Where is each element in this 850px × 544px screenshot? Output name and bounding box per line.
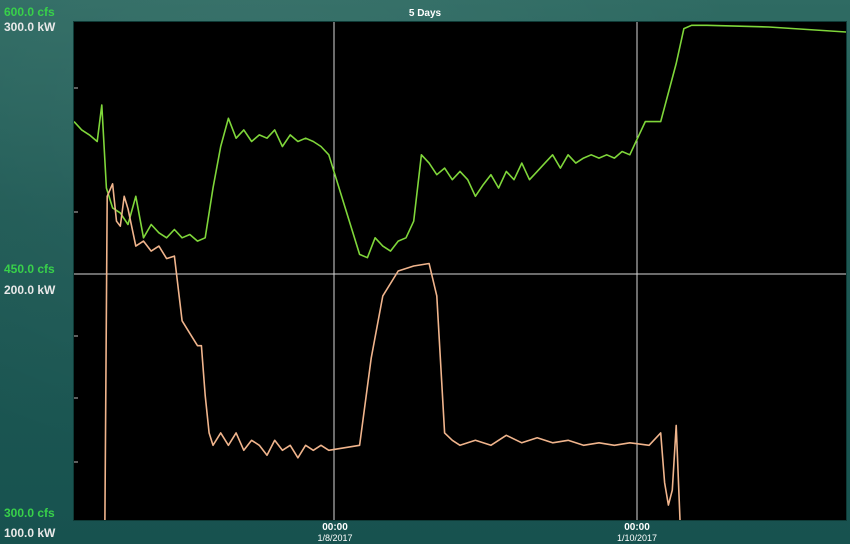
line-chart: [74, 22, 846, 520]
grid-lines: [74, 22, 846, 520]
series-line-cfs: [74, 24, 846, 259]
plot-area: [74, 22, 846, 520]
y-label-flow-mid: 450.0 cfs: [4, 262, 55, 276]
y-label-flow-bottom: 300.0 cfs: [4, 506, 55, 520]
x-tick-label-2: 00:00 1/10/2017: [607, 522, 667, 544]
y-label-power-top: 300.0 kW: [4, 20, 56, 34]
x-tick-time-2: 00:00: [624, 522, 650, 533]
x-tick-time-1: 00:00: [322, 522, 348, 533]
y-label-power-bottom: 100.0 kW: [4, 526, 56, 540]
x-tick-label-1: 00:00 1/8/2017: [305, 522, 365, 544]
chart-title: 5 Days: [408, 8, 442, 19]
y-label-flow-top: 600.0 cfs: [4, 5, 55, 19]
series-line-kw: [104, 183, 681, 520]
series-layer: [74, 24, 846, 520]
y-label-power-mid: 200.0 kW: [4, 283, 56, 297]
x-tick-date-2: 1/10/2017: [616, 533, 658, 543]
x-tick-date-1: 1/8/2017: [317, 533, 353, 543]
